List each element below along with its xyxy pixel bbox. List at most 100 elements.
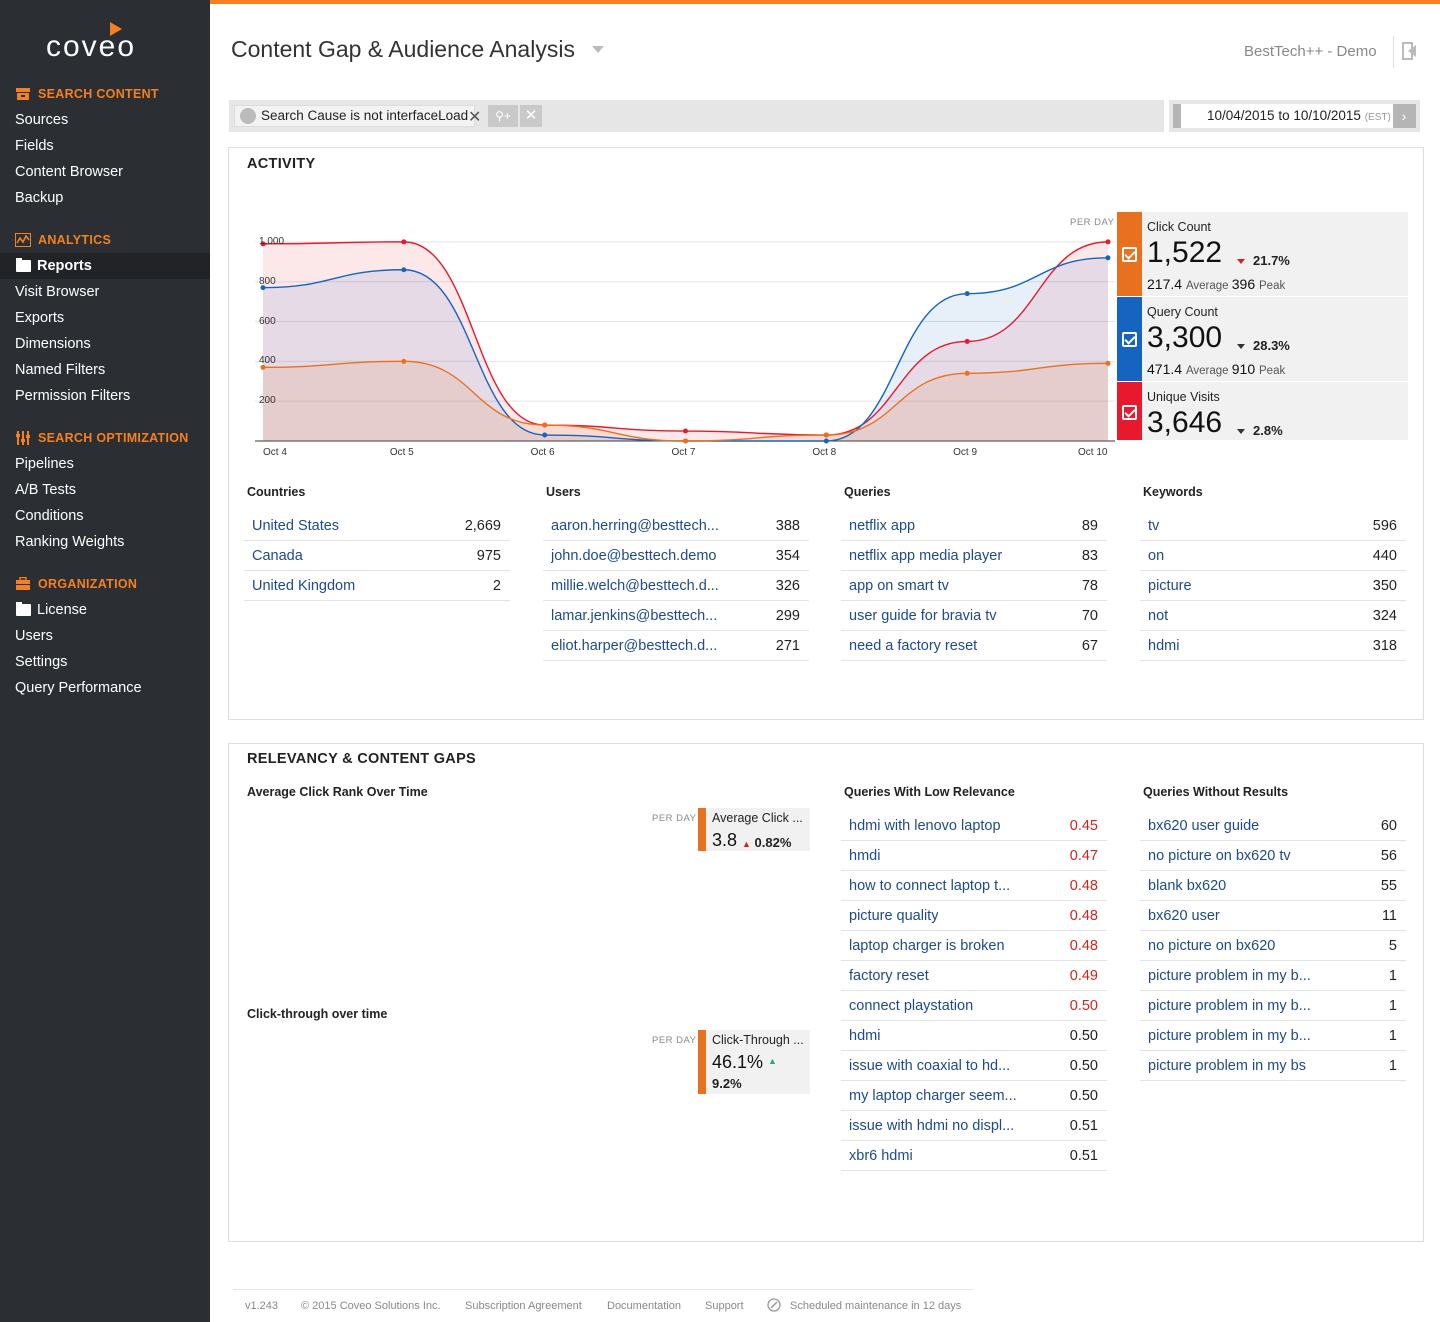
sidebar-item-visit-browser[interactable]: Visit Browser (15, 279, 99, 305)
sidebar-item-named-filters[interactable]: Named Filters (15, 357, 105, 383)
date-range[interactable]: 10/04/2015 to 10/10/2015 (EST) (1181, 104, 1393, 128)
sidebar-item-license[interactable]: License (15, 597, 87, 623)
sidebar-item-pipelines[interactable]: Pipelines (15, 451, 74, 477)
metric-peak: 396 (1231, 276, 1260, 292)
row-link[interactable]: lamar.jenkins@besttech... (551, 608, 718, 624)
row-link[interactable]: picture problem in my bs (1148, 1058, 1306, 1074)
metric-card-click-count[interactable]: Click Count 1,522 21.7% 217.4 Average 396 P… (1117, 212, 1408, 296)
add-filter-button[interactable]: ⚲+ (488, 105, 518, 127)
row-link[interactable]: my laptop charger seem... (849, 1088, 1017, 1104)
sidebar-item-exports[interactable]: Exports (15, 305, 64, 331)
sidebar-item-backup[interactable]: Backup (15, 185, 63, 211)
page-title[interactable]: Content Gap & Audience Analysis (231, 36, 575, 62)
row-link[interactable]: connect playstation (849, 998, 974, 1014)
metric-checkbox[interactable] (1122, 332, 1137, 347)
row-link[interactable]: not (1148, 608, 1169, 624)
filter-funnel-icon: ⚲ (495, 109, 504, 123)
table-row: Canada 975 (244, 541, 510, 571)
row-link[interactable]: picture problem in my b... (1148, 998, 1311, 1014)
organization-name[interactable]: BestTech++ - Demo (1244, 43, 1377, 60)
filter-chip[interactable]: Search Cause is not interfaceLoad (234, 105, 476, 127)
next-period-button[interactable]: › (1392, 104, 1416, 128)
footer-link-subscription[interactable]: Subscription Agreement (465, 1300, 582, 1312)
sidebar-item-label: Content Browser (15, 164, 123, 180)
row-link[interactable]: Canada (252, 548, 303, 564)
row-link[interactable]: United Kingdom (252, 578, 356, 594)
metric-card-unique-visits[interactable]: Unique Visits 3,646 2.8% (1117, 382, 1408, 440)
row-link[interactable]: bx620 user guide (1148, 818, 1260, 834)
row-link[interactable]: millie.welch@besttech.d... (551, 578, 719, 594)
sidebar-item-content-browser[interactable]: Content Browser (15, 159, 123, 185)
sidebar-item-sources[interactable]: Sources (15, 107, 68, 133)
sidebar-item-settings[interactable]: Settings (15, 649, 67, 675)
row-link[interactable]: eliot.harper@besttech.d... (551, 638, 718, 654)
row-link[interactable]: app on smart tv (849, 578, 949, 594)
activity-per-day[interactable]: PER DAY (1070, 217, 1115, 228)
click-through-metric[interactable]: Click-Through ... 46.1% ▲ 9.2% (698, 1030, 810, 1094)
table-row: need a factory reset 67 (841, 631, 1107, 661)
sidebar-item-conditions[interactable]: Conditions (15, 503, 84, 529)
x-tick-label: Oct 5 (389, 447, 414, 458)
row-link[interactable]: netflix app (849, 518, 916, 534)
row-link[interactable]: netflix app media player (849, 548, 1003, 564)
row-link[interactable]: no picture on bx620 tv (1148, 848, 1291, 864)
sidebar-item-reports[interactable]: Reports (0, 253, 210, 279)
click-rank-metric-label: Average Click ... (712, 811, 803, 825)
row-link[interactable]: picture problem in my b... (1148, 1028, 1311, 1044)
footer-link-support[interactable]: Support (705, 1300, 744, 1312)
row-link[interactable]: aaron.herring@besttech... (551, 518, 719, 534)
sidebar-section-analytics[interactable]: ANALYTICS (15, 233, 111, 247)
click-rank-metric-change: ▲ 0.82% (742, 835, 792, 850)
metric-checkbox[interactable] (1122, 405, 1137, 420)
sidebar-item-ranking-weights[interactable]: Ranking Weights (15, 529, 124, 555)
row-link[interactable]: xbr6 hdmi (849, 1148, 913, 1164)
coveo-logo[interactable]: coveo (46, 20, 156, 64)
row-link[interactable]: tv (1148, 518, 1160, 534)
row-link[interactable]: factory reset (849, 968, 929, 984)
sidebar-item-dimensions[interactable]: Dimensions (15, 331, 91, 357)
table-row: connect playstation 0.50 (841, 991, 1107, 1021)
row-link[interactable]: hdmi (1148, 638, 1180, 654)
clear-filters-button[interactable]: ✕ (520, 105, 542, 127)
row-link[interactable]: issue with hdmi no displ... (849, 1118, 1015, 1134)
sidebar-item-users[interactable]: Users (15, 623, 53, 649)
pin-icon[interactable] (240, 108, 256, 124)
click-rank-metric[interactable]: Average Click ... 3.8 ▲ 0.82% (698, 808, 810, 851)
footer-link-documentation[interactable]: Documentation (607, 1300, 681, 1312)
row-link[interactable]: how to connect laptop t... (849, 878, 1011, 894)
sidebar-section-search-content[interactable]: SEARCH CONTENT (15, 87, 159, 101)
chevron-down-icon[interactable] (592, 46, 604, 53)
row-link[interactable]: on (1148, 548, 1165, 564)
metric-card-query-count[interactable]: Query Count 3,300 28.3% 471.4 Average 910 P… (1117, 297, 1408, 381)
sidebar-section-search-optimization[interactable]: SEARCH OPTIMIZATION (15, 431, 189, 445)
click-through-per-day[interactable]: PER DAY (652, 1035, 697, 1046)
row-link[interactable]: laptop charger is broken (849, 938, 1005, 954)
sidebar-item-permission-filters[interactable]: Permission Filters (15, 383, 130, 409)
logout-icon[interactable] (1402, 42, 1418, 60)
row-link[interactable]: hmdi (849, 848, 881, 864)
row-link[interactable]: blank bx620 (1148, 878, 1227, 894)
row-link[interactable]: no picture on bx620 (1148, 938, 1276, 954)
table-row: how to connect laptop t... 0.48 (841, 871, 1107, 901)
table-row: john.doe@besttech.demo 354 (543, 541, 809, 571)
row-link[interactable]: need a factory reset (849, 638, 978, 654)
row-link[interactable]: user guide for bravia tv (849, 608, 997, 624)
table-row: picture problem in my b... 1 (1140, 1021, 1406, 1051)
row-link[interactable]: picture quality (849, 908, 939, 924)
click-rank-per-day[interactable]: PER DAY (652, 813, 697, 824)
sidebar-item-query-performance[interactable]: Query Performance (15, 675, 142, 701)
footer-maintenance[interactable]: Scheduled maintenance in 12 days (790, 1300, 962, 1312)
remove-filter-icon[interactable]: ✕ (468, 109, 482, 126)
row-link[interactable]: United States (252, 518, 340, 534)
sidebar-item-fields[interactable]: Fields (15, 133, 54, 159)
row-link[interactable]: bx620 user (1148, 908, 1220, 924)
sidebar-section-organization[interactable]: ORGANIZATION (15, 577, 137, 591)
row-link[interactable]: hdmi (849, 1028, 881, 1044)
row-link[interactable]: picture problem in my b... (1148, 968, 1311, 984)
metric-checkbox[interactable] (1122, 247, 1137, 262)
row-link[interactable]: hdmi with lenovo laptop (849, 818, 1001, 834)
row-link[interactable]: issue with coaxial to hd... (849, 1058, 1011, 1074)
sidebar-item-a-b-tests[interactable]: A/B Tests (15, 477, 76, 503)
row-link[interactable]: picture (1148, 578, 1192, 594)
row-link[interactable]: john.doe@besttech.demo (551, 548, 717, 564)
